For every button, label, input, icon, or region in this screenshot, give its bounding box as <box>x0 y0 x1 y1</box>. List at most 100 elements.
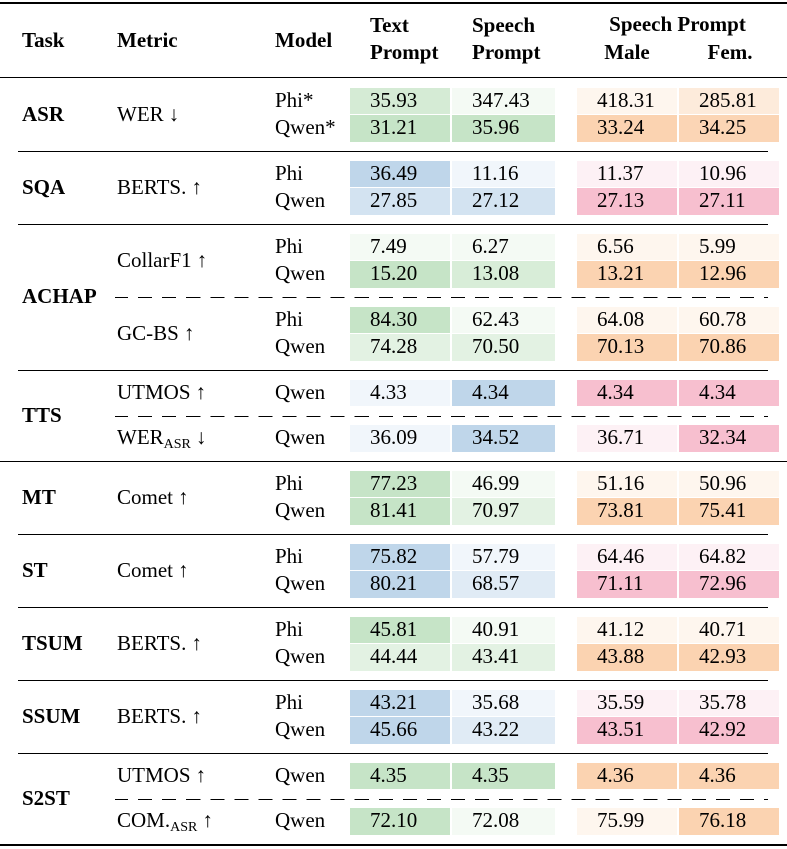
metric-arrow: ↑ <box>191 174 202 199</box>
value: 84.30 <box>370 306 418 331</box>
group-rule <box>18 151 768 152</box>
value: 34.52 <box>472 425 520 450</box>
cell-shade <box>350 261 450 288</box>
cell-shade <box>577 571 677 598</box>
cell-shade <box>452 762 555 789</box>
value: 73.81 <box>597 498 645 523</box>
value: 43.22 <box>472 717 520 742</box>
dashed-rule <box>115 297 768 298</box>
value: 40.71 <box>699 616 747 641</box>
value: 64.82 <box>699 543 747 568</box>
cell-shade <box>452 808 555 835</box>
value: 46.99 <box>472 470 520 495</box>
metric-arrow: ↑ <box>195 762 207 787</box>
cell-shade <box>577 470 677 497</box>
group-rule <box>18 534 768 535</box>
value: 5.99 <box>699 233 736 258</box>
metric-arrow: ↑ <box>191 630 202 655</box>
cell-shade <box>679 644 779 671</box>
cell-shade <box>679 233 779 260</box>
cell-shade <box>679 543 779 570</box>
cell-shade <box>452 379 555 406</box>
value: 418.31 <box>597 87 655 112</box>
value: 74.28 <box>370 334 418 359</box>
cell-shade <box>452 261 555 288</box>
value: 12.96 <box>699 261 747 286</box>
model: Phi <box>275 616 304 641</box>
cell-shade <box>679 498 779 525</box>
task: SQA <box>22 174 66 199</box>
value: 6.56 <box>597 233 634 258</box>
cell-shade <box>577 689 677 716</box>
header-rule <box>0 77 787 78</box>
group-rule <box>18 680 768 681</box>
cell-shade <box>577 115 677 142</box>
cell-shade <box>452 233 555 260</box>
value: 10.96 <box>699 160 747 185</box>
cell-shade <box>577 543 677 570</box>
metric-arrow: ↓ <box>168 101 180 126</box>
cell-shade <box>350 115 450 142</box>
value: 51.16 <box>597 470 645 495</box>
value: 70.13 <box>597 334 645 359</box>
value: 27.13 <box>597 188 645 213</box>
task: ST <box>22 557 48 582</box>
value: 33.24 <box>597 115 645 140</box>
cell-shade <box>350 571 450 598</box>
cell-shade <box>679 571 779 598</box>
cell-shade <box>350 543 450 570</box>
value: 70.86 <box>699 334 747 359</box>
cell-shade <box>350 689 450 716</box>
cell-shade <box>577 498 677 525</box>
cell-shade <box>452 498 555 525</box>
model: Qwen* <box>275 115 336 140</box>
value: 72.08 <box>472 808 520 833</box>
value: 57.79 <box>472 543 520 568</box>
cell-shade <box>350 762 450 789</box>
cell-shade <box>350 644 450 671</box>
dashed-rule <box>115 798 768 800</box>
metric: Comet ↑ <box>117 484 189 509</box>
value: 75.82 <box>370 543 418 568</box>
metric-name: WER <box>117 101 164 126</box>
task: TSUM <box>22 630 83 655</box>
task: S2ST <box>22 785 70 810</box>
value: 27.11 <box>699 188 746 213</box>
value: 4.34 <box>699 379 736 404</box>
cell-shade <box>452 689 555 716</box>
cell-shade <box>350 808 450 835</box>
metric-name: UTMOS <box>117 379 191 404</box>
metric-arrow: ↑ <box>183 320 195 345</box>
value: 43.88 <box>597 644 645 669</box>
cell-shade <box>452 306 555 333</box>
task: MT <box>22 484 56 509</box>
value: 347.43 <box>472 87 530 112</box>
model: Phi <box>275 306 304 331</box>
value: 4.36 <box>597 762 634 787</box>
metric-name: UTMOS <box>117 762 191 787</box>
value: 4.35 <box>472 762 509 787</box>
value: 75.99 <box>597 808 645 833</box>
model: Qwen <box>275 188 326 213</box>
model: Qwen <box>275 334 326 359</box>
value: 13.08 <box>472 261 520 286</box>
value: 45.81 <box>370 616 418 641</box>
top-rule <box>0 2 787 4</box>
value: 60.78 <box>699 306 747 331</box>
value: 7.49 <box>370 233 407 258</box>
cell-shade <box>350 470 450 497</box>
cell-shade <box>350 233 450 260</box>
value: 72.10 <box>370 808 418 833</box>
task: SSUM <box>22 703 81 728</box>
value: 11.16 <box>472 160 519 185</box>
metric-arrow: ↑ <box>178 484 189 509</box>
header-speech-prompt: Speech Prompt <box>472 13 541 65</box>
header-voice: Speech Prompt <box>609 12 746 36</box>
value: 42.92 <box>699 717 747 742</box>
metric-name: Comet <box>117 557 173 582</box>
value: 13.21 <box>597 261 645 286</box>
cell-shade <box>679 762 779 789</box>
cell-shade <box>350 306 450 333</box>
cell-shade <box>577 233 677 260</box>
cell-shade <box>350 616 450 643</box>
